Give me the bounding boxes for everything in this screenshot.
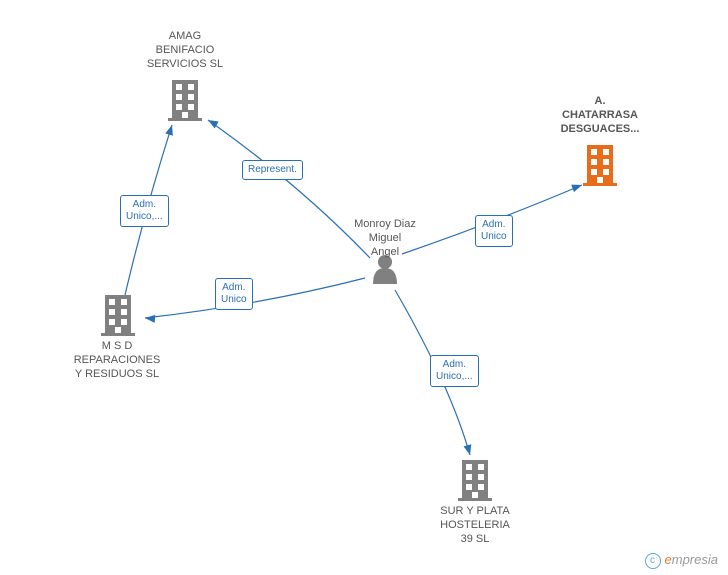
- brand-first: e: [665, 552, 672, 567]
- edge-label-adm-unico: Adm.Unico,...: [430, 355, 479, 387]
- edge-label-adm-unico: Adm.Unico,...: [120, 195, 169, 227]
- building-icon: [101, 295, 135, 336]
- brand-rest: mpresia: [672, 552, 718, 567]
- edge-to-msd: [145, 278, 365, 318]
- copyright-icon: c: [645, 553, 661, 569]
- diagram-svg: [0, 0, 728, 575]
- edges: [125, 120, 582, 455]
- building-icon: [168, 80, 202, 121]
- building-icon: [583, 145, 617, 186]
- node-label-chatarrasa: A.CHATARRASADESGUACES...: [545, 95, 655, 136]
- node-label-msd: M S DREPARACIONESY RESIDUOS SL: [62, 340, 172, 381]
- edge-label-adm-unico: Adm.Unico: [215, 278, 253, 310]
- person-icon: [373, 255, 397, 284]
- node-label-suryplata: SUR Y PLATAHOSTELERIA39 SL: [420, 505, 530, 546]
- arrowheads: [145, 117, 584, 456]
- edge-label-adm-unico: Adm.Unico: [475, 215, 513, 247]
- node-label-amag: AMAGBENIFACIOSERVICIOS SL: [130, 30, 240, 71]
- center-label: Monroy DiazMiguelAngel: [340, 218, 430, 259]
- building-icon: [458, 460, 492, 501]
- edge-label-represent: Represent.: [242, 160, 303, 180]
- footer-credit: cempresia: [645, 552, 718, 569]
